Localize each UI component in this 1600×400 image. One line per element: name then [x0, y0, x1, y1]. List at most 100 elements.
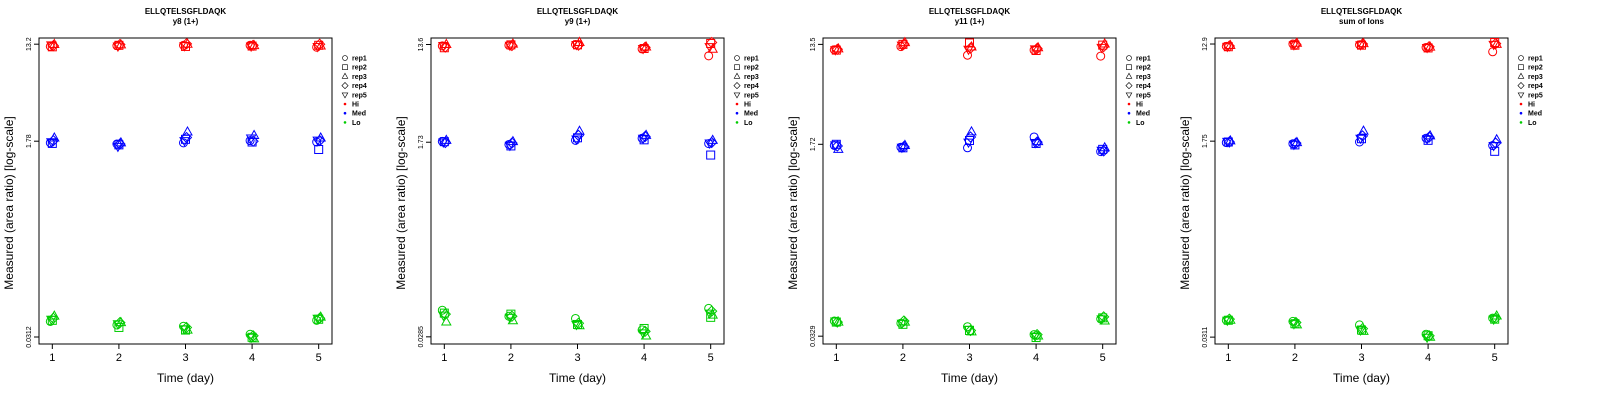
legend-marker-rep3: [1125, 72, 1133, 79]
data-point-med-rep5: [637, 134, 649, 145]
data-point-med-rep4: [898, 140, 910, 153]
data-point-hi-rep4: [247, 39, 259, 52]
legend-marker-rep2: [1126, 64, 1132, 70]
y-tick-label: 0.0329: [810, 325, 817, 347]
x-tick-label: 2: [1292, 352, 1298, 364]
y-axis-label: Measured (area ratio) [log-scale]: [786, 116, 800, 289]
x-axis-label: Time (day): [941, 371, 998, 385]
data-point-hi-rep4: [313, 38, 326, 50]
plot-frame: [1214, 37, 1509, 345]
y-tick-label: 13.5: [810, 37, 817, 51]
data-point-med-rep5: [1355, 134, 1366, 145]
x-tick-label: 5: [316, 352, 322, 364]
legend-label: rep3: [1528, 74, 1543, 81]
data-point-med-rep5: [704, 139, 716, 150]
legend-label: rep4: [1528, 83, 1543, 90]
data-point-lo-rep5: [1221, 316, 1233, 327]
legend-label: Med: [352, 111, 366, 118]
y-axis-label: Measured (area ratio) [log-scale]: [1178, 116, 1192, 289]
y-tick-label: 13.2: [26, 37, 33, 51]
y-axis-label: Measured (area ratio) [log-scale]: [2, 116, 16, 289]
data-point-med-rep4: [964, 131, 977, 143]
data-point-lo-rep5: [112, 320, 124, 330]
data-point-lo-rep5: [1029, 332, 1041, 343]
legend-marker-rep5: [341, 92, 349, 99]
legend-marker-med: [1519, 111, 1523, 115]
plot-frame: [822, 37, 1117, 345]
data-point-hi-rep4: [1356, 38, 1369, 50]
data-point-lo-rep4: [313, 312, 326, 324]
x-tick-label: 1: [1225, 352, 1231, 364]
data-point-med-rep1: [112, 139, 122, 149]
data-point-hi-rep5: [245, 42, 257, 53]
data-point-med-rep5: [112, 142, 124, 153]
data-points: [1221, 37, 1503, 344]
x-tick-label: 4: [1033, 352, 1039, 364]
data-point-lo-rep3: [440, 315, 452, 326]
data-point-med-rep4: [1489, 137, 1502, 149]
data-point-med-rep3: [574, 125, 585, 135]
data-point-hi-rep4: [1031, 42, 1043, 55]
data-point-hi-rep5: [312, 42, 324, 53]
data-point-lo-rep5: [1355, 326, 1366, 337]
legend-label: rep1: [1136, 56, 1151, 63]
y-tick-label: 1.78: [26, 134, 33, 148]
data-point-med-rep4: [831, 140, 844, 152]
legend-label: rep3: [352, 74, 367, 81]
y-tick-label: 0.0311: [1202, 327, 1209, 348]
legend: rep1 rep2 rep3 rep4 rep5 Hi Med Lo: [341, 55, 367, 127]
legend-marker-rep5: [1517, 92, 1525, 99]
data-point-med-rep1: [963, 143, 973, 153]
legend-marker-lo: [343, 121, 347, 124]
data-point-med-rep2: [1423, 135, 1433, 145]
legend: rep1 rep2 rep3 rep4 rep5 Hi Med Lo: [733, 55, 759, 127]
x-tick-label: 5: [708, 352, 714, 364]
data-point-med-rep3: [1358, 125, 1369, 135]
data-point-med-rep5: [896, 143, 908, 154]
legend-label: Med: [1528, 111, 1542, 118]
legend-label: rep5: [1528, 92, 1543, 99]
data-point-lo-rep4: [898, 315, 910, 327]
data-point-lo-rep5: [1096, 315, 1108, 325]
x-tick-label: 1: [49, 352, 55, 364]
legend-marker-rep1: [1518, 55, 1524, 61]
legend-label: Med: [744, 111, 758, 118]
legend-marker-rep3: [341, 72, 349, 79]
data-point-hi-rep5: [637, 45, 649, 55]
legend-label: Hi: [1528, 102, 1535, 109]
data-point-hi-rep5: [1029, 45, 1041, 55]
data-point-lo-rep1: [571, 313, 581, 323]
legend-marker-rep2: [342, 64, 348, 70]
data-point-med-rep5: [312, 136, 324, 147]
data-point-med-rep2: [247, 137, 257, 147]
data-point-hi-rep3: [315, 40, 327, 50]
x-tick-label: 3: [1358, 352, 1364, 364]
plot-frame: [430, 37, 725, 345]
data-point-hi-rep5: [829, 46, 841, 56]
x-tick-label: 4: [1425, 352, 1431, 364]
plot-frame: [38, 37, 333, 345]
x-tick-label: 4: [641, 352, 647, 364]
legend-marker-hi: [1127, 102, 1131, 106]
legend-label: Lo: [1136, 120, 1145, 127]
data-point-med-rep4: [1031, 136, 1043, 148]
data-point-lo-rep4: [831, 316, 844, 328]
data-point-med-rep4: [313, 134, 326, 147]
data-point-med-rep5: [571, 135, 582, 146]
legend-marker-rep5: [1125, 92, 1133, 99]
legend-label: rep2: [1528, 65, 1543, 72]
legend: rep1 rep2 rep3 rep4 rep5 Hi Med Lo: [1517, 55, 1543, 127]
chart-subtitle: y11 (1+): [955, 17, 985, 26]
data-point-hi-rep5: [571, 41, 582, 51]
legend-marker-rep4: [1125, 82, 1133, 90]
y-tick-label: 0.0285: [418, 326, 425, 348]
legend: rep1 rep2 rep3 rep4 rep5 Hi Med Lo: [1125, 55, 1151, 127]
data-point-lo-rep2: [639, 323, 649, 333]
data-point-hi-rep4: [572, 39, 585, 51]
data-point-med-rep5: [245, 134, 257, 145]
data-point-lo-rep1: [704, 303, 714, 313]
legend-marker-med: [1127, 111, 1131, 115]
data-points: [437, 36, 719, 340]
